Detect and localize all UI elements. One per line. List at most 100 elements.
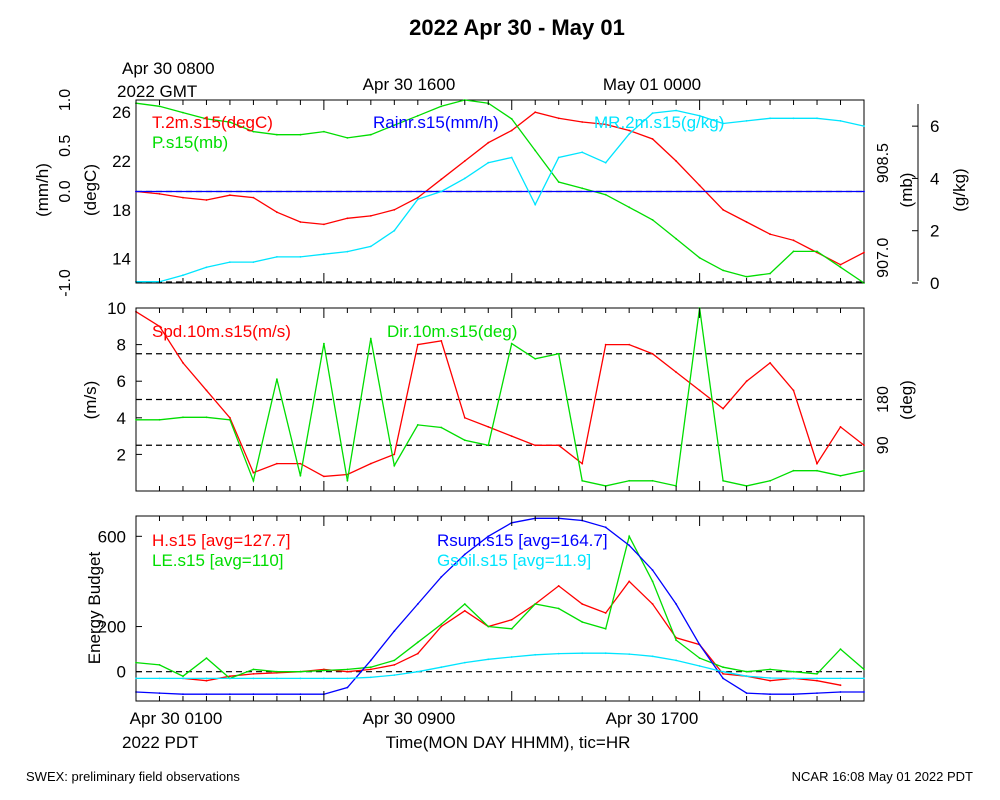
bottom-point-1-25 [722, 666, 724, 669]
bottom-point-2-5 [252, 693, 255, 696]
middle-point-0-20 [604, 343, 607, 346]
bottom-point-3-16 [510, 656, 513, 658]
top-point-1-27 [769, 272, 771, 275]
bottom-point-3-26 [745, 675, 748, 678]
bottom-point-3-8 [323, 677, 325, 680]
middle-point-0-7 [299, 462, 302, 465]
middle-axis-labels: 2 4 6 8 10 (m/s) 90 180 (deg) [81, 299, 916, 464]
bottom-point-2-15 [487, 535, 490, 538]
bottom-point-3-24 [698, 665, 701, 667]
middle-point-1-17 [534, 357, 537, 360]
top-panel: T.2m.s15(degC) P.s15(mb) Rainr.s15(mm/h)… [33, 89, 969, 297]
bottom-point-1-9 [346, 668, 349, 671]
top-point-0-22 [651, 138, 654, 140]
bottom-point-3-28 [792, 677, 795, 680]
bottom-point-2-23 [675, 603, 677, 605]
top-point-0-26 [745, 221, 748, 223]
middle-right-tick-1: 180 [875, 386, 892, 413]
top-point-0-14 [463, 160, 466, 162]
top-point-3-30 [839, 120, 842, 122]
top-point-1-3 [205, 118, 208, 120]
top-axis-label-mid: Apr 30 1600 [363, 75, 456, 94]
top-point-1-10 [369, 133, 372, 136]
top-point-0-4 [229, 194, 231, 197]
middle-point-0-28 [792, 389, 795, 392]
middle-left-tick-1: 4 [117, 409, 126, 428]
middle-point-0-17 [534, 444, 537, 447]
bottom-axis-labels: 0 200 600 Energy Budget [85, 527, 142, 682]
top-panel-series [135, 99, 865, 284]
top-point-3-10 [369, 245, 372, 248]
footer-right: NCAR 16:08 May 01 2022 PDT [792, 769, 973, 784]
top-point-1-17 [534, 149, 537, 152]
middle-point-1-29 [816, 469, 818, 472]
bottom-axis-label-start: Apr 30 0100 [130, 709, 223, 728]
top-point-3-4 [229, 261, 231, 263]
middle-right-tick-0: 90 [875, 436, 892, 454]
middle-point-1-12 [416, 424, 419, 426]
bottom-point-1-10 [369, 666, 372, 669]
bottom-point-1-22 [651, 580, 654, 583]
middle-point-1-30 [839, 474, 842, 477]
top-point-0-31 [863, 251, 865, 254]
top-point-1-7 [299, 133, 302, 136]
top-point-0-25 [722, 208, 724, 211]
bottom-point-1-20 [604, 627, 607, 630]
top-point-1-20 [604, 193, 607, 196]
middle-series-1 [136, 307, 865, 487]
top-point-0-2 [182, 196, 184, 199]
bottom-point-0-23 [722, 673, 724, 675]
top-legend-rain: Rainr.s15(mm/h) [373, 113, 499, 132]
middle-point-0-10 [369, 462, 372, 465]
top-left-outer-axis-label: (mm/h) [33, 163, 52, 217]
top-series-3 [136, 109, 865, 283]
middle-point-0-29 [816, 462, 818, 465]
middle-point-1-5 [252, 479, 255, 482]
middle-point-0-23 [675, 371, 677, 373]
bottom-left-axis-label: Energy Budget [85, 551, 104, 664]
top-point-0-7 [299, 221, 302, 223]
top-point-1-6 [276, 133, 278, 136]
bottom-point-2-24 [698, 643, 701, 646]
bottom-point-0-17 [581, 603, 584, 605]
top-point-1-28 [792, 250, 795, 253]
top-point-1-25 [722, 269, 724, 272]
bottom-point-3-7 [299, 677, 302, 680]
top-series-0 [135, 111, 865, 266]
top-right-inner-tick-0: 907.0 [875, 238, 892, 278]
bottom-point-3-31 [863, 677, 865, 680]
bottom-point-2-12 [416, 603, 419, 605]
top-point-3-27 [769, 117, 771, 120]
bottom-point-1-27 [769, 668, 771, 671]
bottom-point-2-7 [299, 693, 302, 696]
middle-point-0-25 [722, 407, 724, 410]
bottom-point-1-11 [393, 659, 396, 662]
bottom-axis-timezone: 2022 PDT [122, 733, 199, 752]
top-series-1 [135, 99, 865, 284]
bottom-point-1-5 [252, 668, 255, 671]
top-point-3-8 [323, 253, 325, 256]
bottom-point-0-1 [205, 679, 208, 682]
middle-point-0-16 [510, 435, 513, 437]
middle-point-0-15 [487, 426, 490, 428]
bottom-point-3-0 [135, 677, 137, 680]
top-point-0-10 [369, 215, 372, 217]
top-point-2-1 [863, 190, 865, 193]
top-legend-temp: T.2m.s15(degC) [152, 113, 273, 132]
bottom-axis-label-end: Apr 30 1700 [606, 709, 699, 728]
middle-left-axis-label: (m/s) [81, 381, 100, 420]
middle-point-0-8 [323, 475, 325, 478]
top-point-0-3 [205, 199, 208, 201]
bottom-point-2-26 [745, 692, 748, 694]
top-point-2-0 [135, 190, 137, 193]
bottom-point-3-29 [816, 677, 818, 680]
top-point-3-5 [252, 261, 255, 263]
bottom-point-3-17 [534, 653, 537, 656]
top-right-inner-axis-label: (mb) [897, 173, 916, 208]
middle-point-1-11 [393, 464, 396, 467]
bottom-point-0-20 [651, 603, 654, 605]
top-point-0-19 [581, 121, 584, 123]
bottom-point-3-10 [369, 676, 372, 679]
x-axis-title: Time(MON DAY HHMM), tic=HR [386, 733, 631, 752]
bottom-point-1-19 [581, 621, 584, 623]
